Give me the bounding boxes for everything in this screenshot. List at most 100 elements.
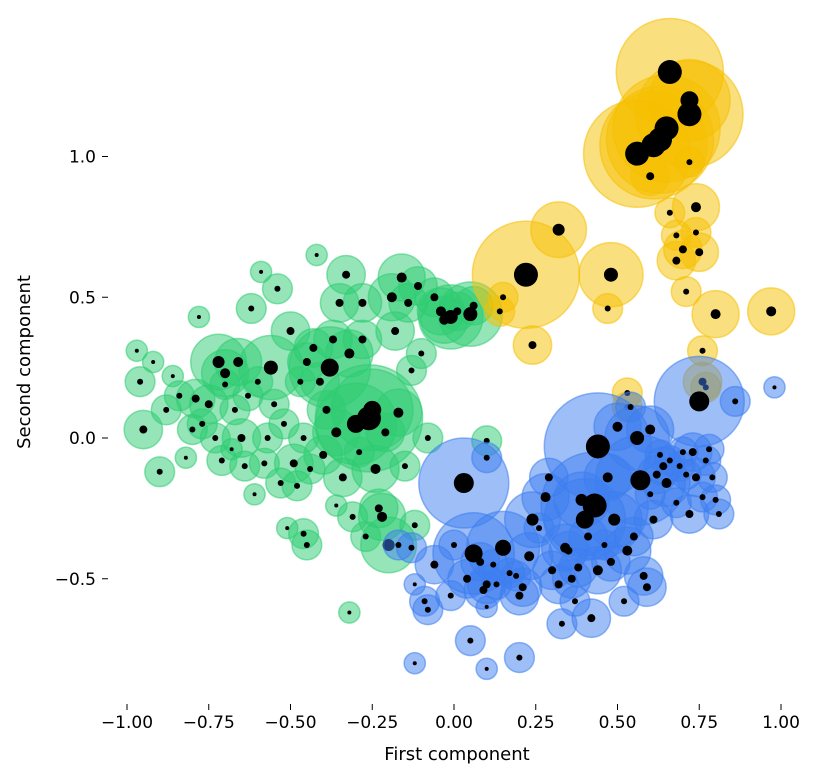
x-tick-label: −0.25 bbox=[346, 713, 398, 733]
data-point bbox=[233, 356, 244, 367]
data-point bbox=[196, 314, 201, 319]
data-point bbox=[241, 463, 248, 470]
data-point bbox=[408, 367, 415, 374]
data-point bbox=[329, 335, 338, 344]
data-point bbox=[289, 459, 298, 468]
x-tick-label: −0.50 bbox=[264, 713, 316, 733]
x-tick-label: −0.75 bbox=[183, 713, 235, 733]
data-point bbox=[692, 229, 699, 236]
x-tick-label: 0.50 bbox=[599, 713, 637, 733]
data-point bbox=[363, 400, 382, 419]
data-point bbox=[342, 270, 351, 279]
data-point bbox=[689, 391, 710, 412]
data-point bbox=[649, 515, 658, 524]
y-tick-label: 0.5 bbox=[69, 288, 96, 308]
data-point bbox=[451, 541, 457, 548]
data-point bbox=[447, 592, 454, 599]
data-point bbox=[408, 544, 415, 551]
data-point bbox=[627, 404, 634, 411]
data-point bbox=[307, 465, 314, 472]
data-point bbox=[320, 358, 339, 377]
data-point bbox=[349, 513, 356, 520]
data-point bbox=[673, 499, 680, 506]
y-axis: −0.5 0.0 0.5 1.0 bbox=[55, 148, 108, 590]
data-point bbox=[453, 473, 474, 494]
data-point bbox=[344, 348, 355, 359]
data-point bbox=[606, 557, 615, 566]
data-point bbox=[393, 407, 404, 418]
data-point bbox=[585, 434, 610, 459]
data-point bbox=[686, 159, 693, 166]
data-point bbox=[630, 470, 651, 491]
x-tick-label: 0.25 bbox=[517, 713, 555, 733]
data-point bbox=[229, 447, 234, 452]
data-point bbox=[362, 533, 369, 540]
data-point bbox=[654, 116, 679, 141]
data-point bbox=[518, 583, 527, 592]
data-point bbox=[412, 661, 417, 666]
data-point bbox=[587, 614, 596, 623]
y-tick-label: 0.0 bbox=[69, 429, 96, 449]
data-point bbox=[237, 434, 246, 442]
data-point bbox=[463, 574, 472, 583]
data-point bbox=[469, 301, 478, 310]
data-point bbox=[191, 394, 200, 403]
data-point bbox=[683, 471, 690, 478]
data-point bbox=[673, 232, 680, 239]
data-point bbox=[657, 60, 682, 85]
data-point bbox=[358, 298, 367, 307]
data-point bbox=[642, 583, 651, 592]
data-point bbox=[370, 463, 381, 474]
data-point bbox=[602, 472, 613, 483]
data-point bbox=[647, 491, 654, 498]
data-point bbox=[134, 348, 139, 353]
data-point bbox=[395, 541, 402, 548]
data-point bbox=[151, 359, 156, 364]
data-point bbox=[678, 245, 687, 254]
data-point bbox=[464, 544, 483, 563]
data-point bbox=[396, 272, 407, 283]
data-point bbox=[699, 347, 706, 354]
data-point bbox=[218, 457, 225, 464]
data-point bbox=[515, 591, 524, 600]
data-point bbox=[322, 405, 331, 414]
data-point bbox=[699, 494, 706, 501]
plot-area bbox=[123, 17, 796, 681]
data-point bbox=[732, 398, 739, 405]
data-point bbox=[603, 267, 618, 282]
y-tick-label: 1.0 bbox=[69, 148, 96, 168]
data-point bbox=[377, 511, 388, 522]
data-point bbox=[274, 285, 281, 292]
data-point bbox=[506, 570, 513, 577]
data-point bbox=[271, 401, 278, 408]
data-point bbox=[554, 580, 563, 589]
data-point bbox=[358, 335, 367, 344]
data-point bbox=[766, 306, 777, 317]
data-point bbox=[695, 248, 704, 257]
x-axis-label: First component bbox=[384, 744, 529, 765]
data-point bbox=[683, 288, 690, 295]
data-point bbox=[496, 308, 503, 315]
data-point bbox=[622, 545, 633, 556]
data-point bbox=[558, 620, 565, 627]
data-point bbox=[612, 421, 623, 432]
x-tick-label: 0.75 bbox=[680, 713, 718, 733]
data-point bbox=[706, 446, 713, 453]
data-point bbox=[666, 209, 673, 216]
data-point bbox=[604, 305, 611, 312]
data-point bbox=[412, 582, 417, 587]
data-point bbox=[688, 448, 697, 457]
data-point bbox=[231, 406, 238, 413]
data-point bbox=[608, 513, 621, 526]
data-point bbox=[715, 511, 722, 518]
x-tick-label: −1.00 bbox=[101, 713, 153, 733]
data-point bbox=[710, 309, 721, 320]
data-point bbox=[712, 496, 719, 503]
data-point bbox=[672, 256, 681, 265]
data-point bbox=[571, 598, 578, 605]
data-point bbox=[303, 541, 310, 548]
data-point bbox=[657, 451, 664, 458]
data-point bbox=[264, 435, 271, 441]
data-point bbox=[482, 580, 491, 589]
data-point bbox=[685, 510, 694, 519]
